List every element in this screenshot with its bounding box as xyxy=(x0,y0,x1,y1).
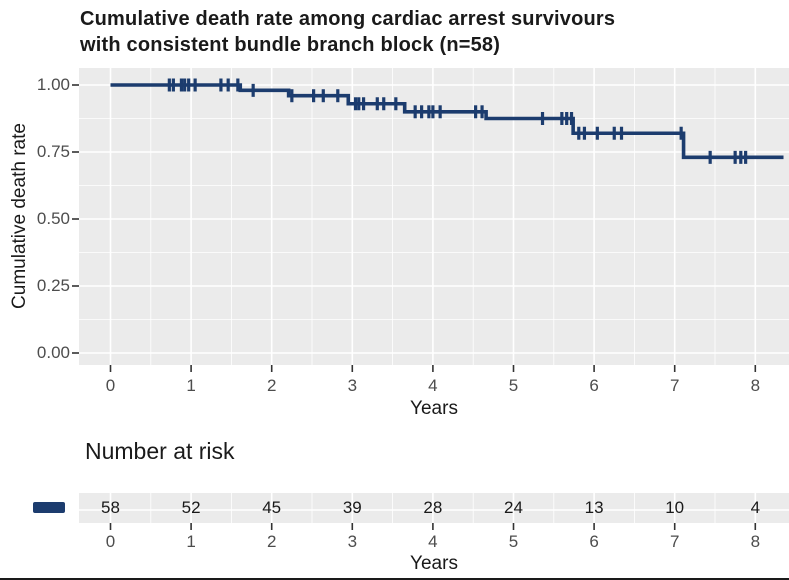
risk-row-swatch xyxy=(33,502,65,513)
risk-count: 45 xyxy=(262,498,282,517)
chart-title-line1: Cumulative death rate among cardiac arre… xyxy=(80,8,616,30)
y-tick-label: 0.25 xyxy=(36,276,70,295)
risk-count: 28 xyxy=(423,498,443,517)
chart-title: Cumulative death rate among cardiac arre… xyxy=(80,6,789,58)
x-tick-label: 1 xyxy=(186,376,196,395)
risk-count: 24 xyxy=(504,498,523,517)
risk-x-tick-label: 0 xyxy=(105,532,116,551)
y-tick-label: 0.00 xyxy=(36,343,70,362)
risk-table-x-axis-label: Years xyxy=(410,553,458,574)
risk-table-title: Number at risk xyxy=(85,438,235,464)
risk-x-tick-label: 2 xyxy=(266,532,277,551)
x-tick-label: 2 xyxy=(266,376,277,395)
x-tick-label: 0 xyxy=(105,376,116,395)
x-tick-label: 4 xyxy=(428,376,438,395)
x-axis-label: Years xyxy=(410,398,458,419)
figure-bottom-border xyxy=(0,578,789,580)
x-tick-label: 6 xyxy=(589,376,599,395)
risk-count: 13 xyxy=(584,498,604,517)
x-tick-label: 8 xyxy=(750,376,761,395)
risk-x-tick-label: 4 xyxy=(428,532,438,551)
x-tick-label: 5 xyxy=(508,376,519,395)
risk-x-tick-label: 3 xyxy=(347,532,358,551)
risk-count: 52 xyxy=(181,498,201,517)
risk-x-tick-label: 5 xyxy=(508,532,519,551)
y-tick-label: 0.75 xyxy=(36,142,70,161)
y-tick-label: 0.50 xyxy=(36,209,70,228)
km-step-curve xyxy=(110,83,784,160)
risk-x-tick-label: 1 xyxy=(186,532,196,551)
x-tick-label: 3 xyxy=(347,376,358,395)
risk-count: 39 xyxy=(342,498,362,517)
risk-x-tick-label: 8 xyxy=(750,532,761,551)
risk-x-tick-label: 6 xyxy=(589,532,599,551)
risk-panel xyxy=(79,493,789,523)
risk-count: 4 xyxy=(750,498,761,517)
risk-x-tick-label: 7 xyxy=(669,532,680,551)
chart-title-line2: with consistent bundle branch block (n=5… xyxy=(80,34,501,56)
risk-count: 10 xyxy=(665,498,685,517)
y-tick-label: 1.00 xyxy=(36,75,70,94)
x-tick-label: 7 xyxy=(669,376,680,395)
risk-count: 58 xyxy=(101,498,120,517)
